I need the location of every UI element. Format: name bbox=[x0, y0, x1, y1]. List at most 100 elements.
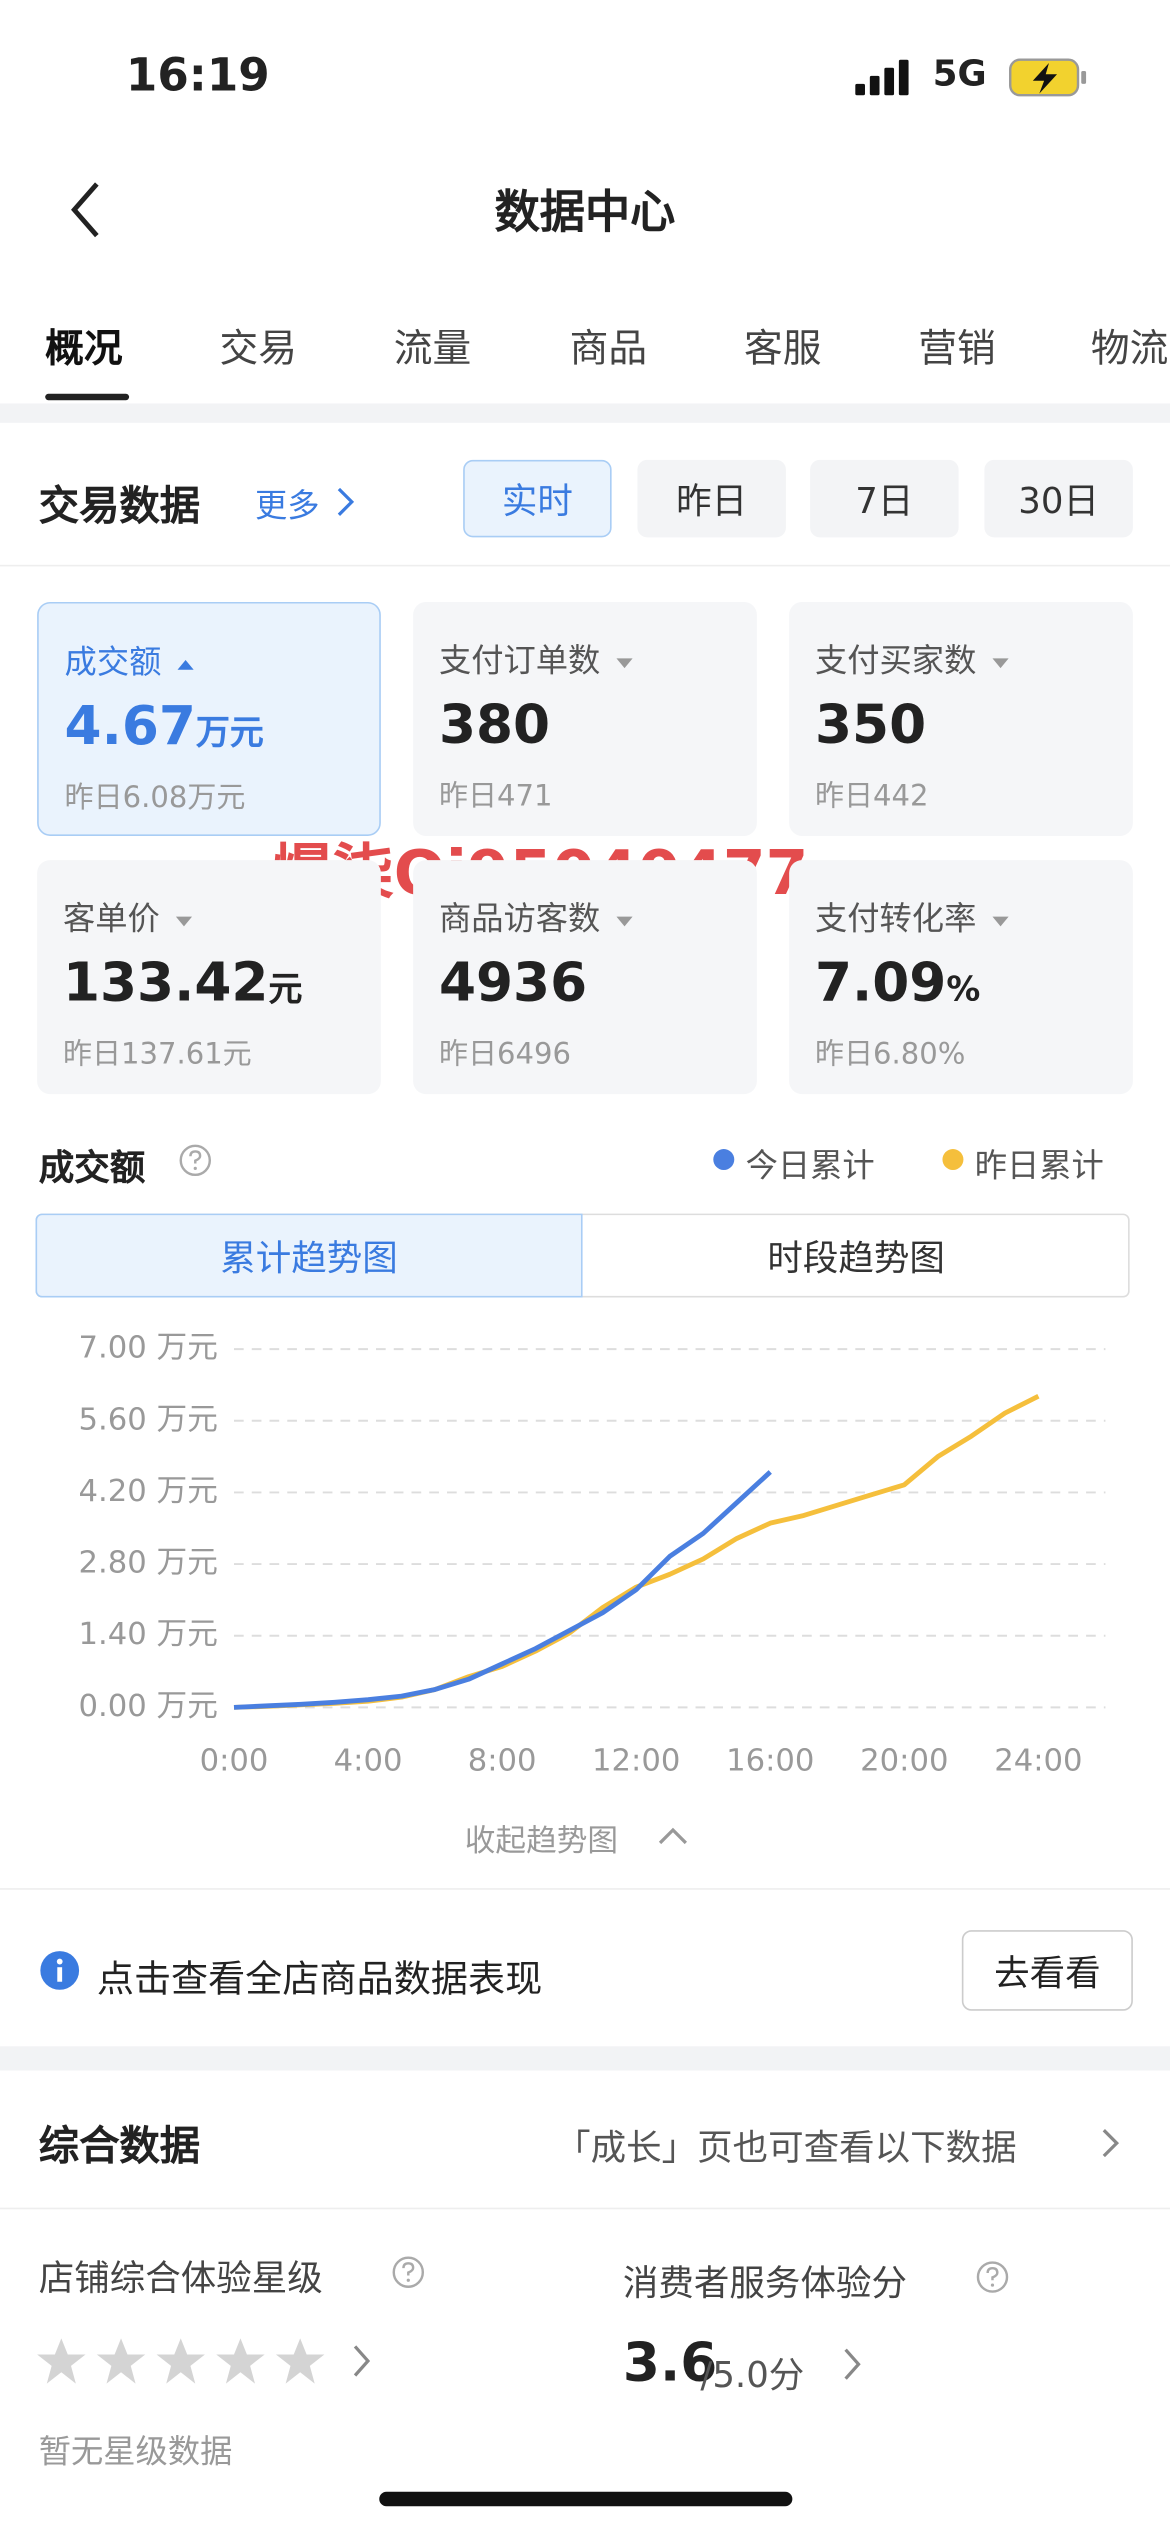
go-button[interactable]: 去看看 bbox=[961, 1930, 1133, 2011]
metric-value-row: 133.42元 bbox=[63, 951, 302, 1014]
status-network: 5G bbox=[932, 54, 987, 96]
tab[interactable]: 物流 bbox=[1090, 325, 1169, 372]
x-tick-label: 20:00 bbox=[860, 1744, 948, 1779]
dropdown-caret bbox=[616, 915, 633, 926]
metric-card[interactable]: 支付转化率 7.09% 昨日6.80% bbox=[789, 860, 1133, 1095]
chart-tab[interactable]: 累计趋势图 bbox=[35, 1213, 583, 1298]
x-tick-label: 0:00 bbox=[200, 1744, 269, 1779]
metric-label: 成交额 bbox=[65, 636, 194, 683]
metric-compare: 昨日471 bbox=[438, 779, 553, 814]
status-time: 16:19 bbox=[125, 48, 270, 102]
metric-unit: 万元 bbox=[195, 713, 264, 753]
section-hint[interactable]: 「成长」页也可查看以下数据 bbox=[555, 2128, 1017, 2169]
star-rating bbox=[37, 2338, 371, 2384]
range-button[interactable]: 7日 bbox=[810, 459, 959, 538]
metric-card[interactable]: 成交额 4.67万元昨日6.08万元 bbox=[37, 601, 381, 836]
help-icon[interactable] bbox=[391, 2254, 427, 2290]
divider bbox=[0, 564, 1170, 567]
tab[interactable]: 客服 bbox=[743, 325, 822, 372]
metric-value-row: 4936 bbox=[439, 951, 587, 1014]
range-button[interactable]: 实时 bbox=[463, 459, 612, 538]
divider bbox=[0, 403, 1170, 423]
metric-unit: 元 bbox=[268, 969, 303, 1009]
metric-value-row: 4.67万元 bbox=[65, 694, 264, 757]
metric-compare: 昨日137.61元 bbox=[62, 1037, 252, 1072]
y-tick-label: 1.40 万元 bbox=[79, 1617, 218, 1652]
metric-value: 4.67 bbox=[64, 693, 196, 757]
dropdown-caret bbox=[992, 915, 1009, 926]
battery-icon bbox=[1009, 58, 1087, 97]
dropdown-caret bbox=[175, 915, 193, 926]
score-max: /5.0分 bbox=[700, 2356, 805, 2397]
item-note: 暂无星级数据 bbox=[38, 2431, 233, 2471]
dropdown-caret bbox=[616, 657, 633, 668]
x-tick-label: 4:00 bbox=[334, 1744, 403, 1779]
y-tick-label: 7.00 万元 bbox=[79, 1331, 218, 1366]
metric-compare: 昨日6496 bbox=[438, 1037, 571, 1072]
metric-card[interactable]: 商品访客数 4936 昨日6496 bbox=[413, 860, 757, 1095]
chart-title: 成交额 bbox=[38, 1149, 146, 1190]
metric-label: 客单价 bbox=[62, 892, 193, 939]
metric-label-text: 支付买家数 bbox=[814, 640, 977, 680]
tab[interactable]: 概况 bbox=[45, 325, 123, 372]
metric-label-text: 商品访客数 bbox=[438, 898, 601, 938]
metric-value: 4936 bbox=[438, 950, 588, 1014]
help-icon[interactable] bbox=[975, 2259, 1011, 2295]
legend-label: 昨日累计 bbox=[974, 1145, 1104, 1185]
item-label: 店铺综合体验星级 bbox=[38, 2259, 323, 2300]
metric-unit: % bbox=[946, 969, 981, 1009]
info-icon bbox=[40, 1951, 80, 1990]
back-button[interactable] bbox=[61, 178, 109, 243]
metric-label-text: 成交额 bbox=[64, 642, 162, 682]
x-tick-label: 16:00 bbox=[726, 1744, 814, 1779]
metric-label: 支付订单数 bbox=[439, 634, 633, 681]
y-tick-label: 0.00 万元 bbox=[79, 1689, 218, 1724]
y-tick-label: 5.60 万元 bbox=[79, 1402, 218, 1437]
metric-card[interactable]: 支付订单数 380 昨日471 bbox=[413, 601, 757, 836]
metric-value: 350 bbox=[814, 692, 927, 756]
section-title: 交易数据 bbox=[38, 482, 201, 530]
collapse-chevron bbox=[658, 1827, 688, 1845]
more-link[interactable]: 更多 bbox=[254, 485, 320, 525]
section-title: 综合数据 bbox=[38, 2122, 201, 2169]
metric-compare: 昨日6.08万元 bbox=[64, 781, 246, 815]
tab[interactable]: 交易 bbox=[219, 325, 297, 372]
tab[interactable]: 商品 bbox=[569, 325, 648, 372]
tab[interactable]: 营销 bbox=[918, 325, 996, 372]
signal-icon bbox=[855, 59, 909, 96]
line-chart: 0.00 万元 1.40 万元 2.80 万元 4.20 万元 5.60 万元 7.00 … bbox=[79, 1331, 1106, 1779]
metric-card[interactable]: 支付买家数 350 昨日442 bbox=[789, 601, 1133, 836]
dropdown-caret bbox=[177, 659, 194, 669]
legend-dot bbox=[942, 1149, 964, 1170]
series-line bbox=[233, 1470, 772, 1710]
metric-compare: 昨日442 bbox=[814, 779, 929, 814]
range-button[interactable]: 30日 bbox=[984, 459, 1133, 538]
collapse-link[interactable]: 收起趋势图 bbox=[464, 1823, 619, 1860]
metric-card[interactable]: 客单价 133.42元 昨日137.61元 bbox=[37, 860, 381, 1095]
metric-label-text: 支付转化率 bbox=[814, 898, 977, 938]
metric-label: 支付转化率 bbox=[815, 892, 1009, 939]
legend-label: 今日累计 bbox=[745, 1145, 875, 1185]
metric-value: 7.09 bbox=[814, 950, 947, 1014]
metric-value-row: 350 bbox=[815, 692, 926, 755]
y-tick-label: 4.20 万元 bbox=[79, 1474, 218, 1509]
metric-value: 133.42 bbox=[62, 950, 269, 1014]
range-button[interactable]: 昨日 bbox=[637, 459, 786, 538]
more-chevron bbox=[337, 487, 355, 516]
series-line bbox=[233, 1394, 1040, 1710]
metric-compare: 昨日6.80% bbox=[814, 1037, 966, 1072]
score-chevron bbox=[844, 2348, 861, 2380]
tab-indicator bbox=[45, 393, 130, 401]
chart-tab[interactable]: 时段趋势图 bbox=[767, 1239, 945, 1280]
x-tick-label: 8:00 bbox=[468, 1744, 537, 1779]
metric-label-text: 客单价 bbox=[62, 898, 160, 938]
metric-value-row: 380 bbox=[439, 692, 550, 755]
divider bbox=[0, 1888, 1170, 1890]
tip-text: 点击查看全店商品数据表现 bbox=[96, 1959, 543, 2002]
y-tick-label: 2.80 万元 bbox=[79, 1546, 218, 1581]
help-icon[interactable] bbox=[178, 1143, 214, 1179]
x-tick-label: 24:00 bbox=[994, 1744, 1082, 1779]
divider bbox=[0, 2046, 1170, 2071]
tab[interactable]: 流量 bbox=[393, 325, 472, 372]
